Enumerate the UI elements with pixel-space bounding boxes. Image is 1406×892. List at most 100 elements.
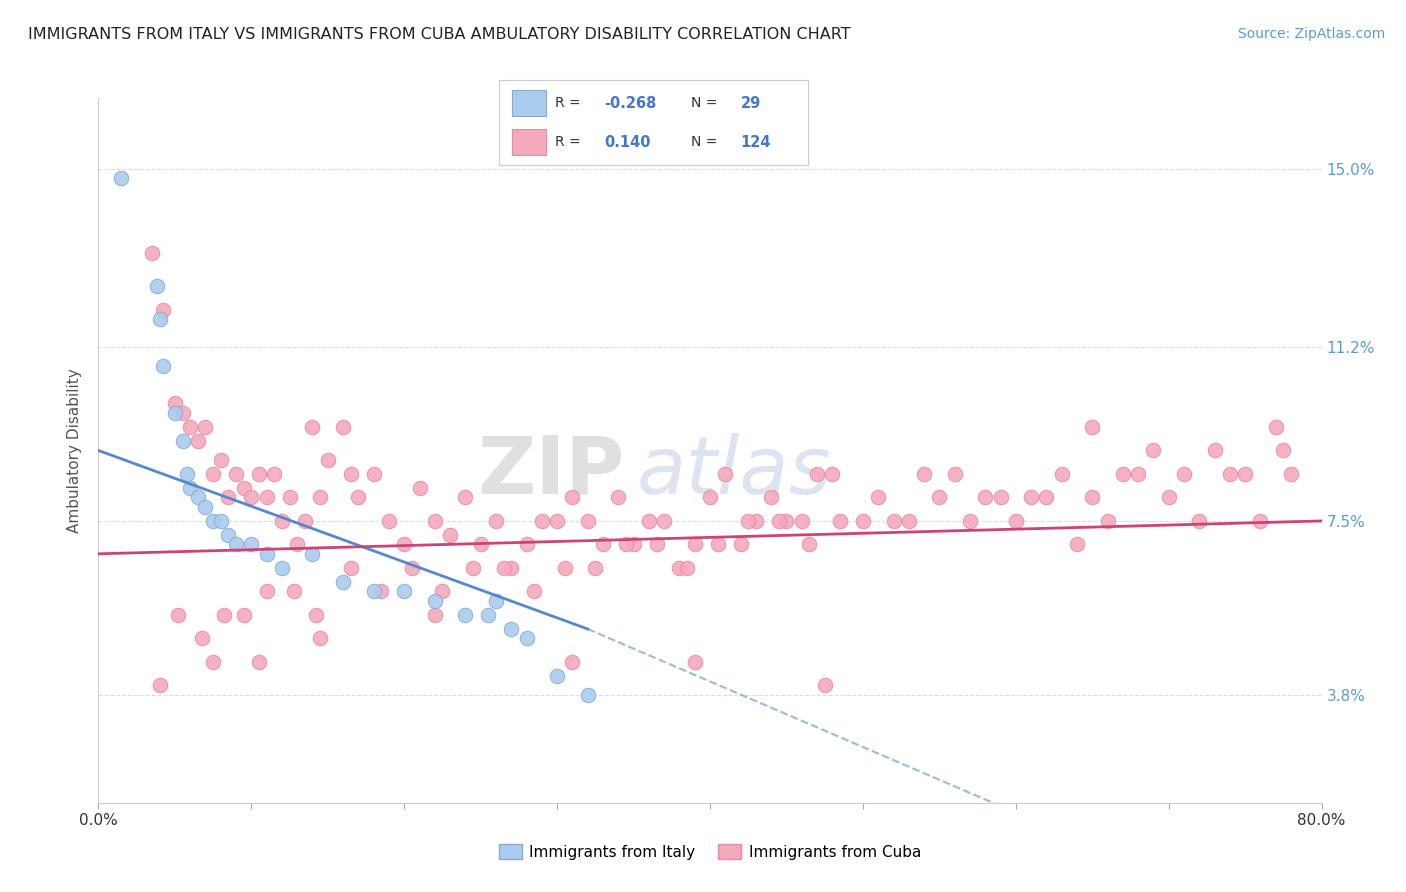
Point bbox=[554, 561, 576, 575]
Point bbox=[392, 537, 416, 551]
Text: 29: 29 bbox=[741, 95, 761, 111]
Point bbox=[1250, 514, 1272, 528]
Point bbox=[176, 467, 198, 481]
Text: atlas: atlas bbox=[637, 433, 831, 510]
Point bbox=[225, 467, 247, 481]
Point bbox=[1204, 443, 1226, 458]
Point bbox=[868, 491, 890, 505]
Point bbox=[179, 481, 201, 495]
Point bbox=[1035, 491, 1057, 505]
Point bbox=[1081, 420, 1104, 434]
Point bbox=[1272, 443, 1295, 458]
Point bbox=[247, 655, 270, 669]
Point bbox=[501, 561, 523, 575]
Point bbox=[187, 434, 209, 448]
Point bbox=[209, 453, 232, 467]
Point bbox=[1157, 491, 1180, 505]
Point bbox=[943, 467, 966, 481]
Point bbox=[363, 467, 385, 481]
Point bbox=[683, 655, 706, 669]
Point bbox=[256, 584, 278, 599]
Point bbox=[285, 537, 308, 551]
Point bbox=[928, 491, 950, 505]
Point bbox=[806, 467, 828, 481]
Point bbox=[401, 561, 423, 575]
Point bbox=[339, 561, 361, 575]
Point bbox=[217, 491, 239, 505]
Point bbox=[768, 514, 790, 528]
Point bbox=[423, 607, 446, 622]
Point bbox=[283, 584, 305, 599]
Point bbox=[423, 594, 446, 608]
Point bbox=[187, 491, 209, 505]
Point bbox=[149, 678, 172, 692]
Legend: Immigrants from Italy, Immigrants from Cuba: Immigrants from Italy, Immigrants from C… bbox=[492, 838, 928, 865]
Point bbox=[683, 537, 706, 551]
Point bbox=[1219, 467, 1241, 481]
Point bbox=[263, 467, 285, 481]
Point bbox=[652, 514, 675, 528]
Point bbox=[194, 500, 217, 514]
Point bbox=[202, 655, 225, 669]
Point bbox=[363, 584, 385, 599]
Point bbox=[501, 622, 523, 636]
Point bbox=[240, 537, 263, 551]
Point bbox=[332, 420, 354, 434]
Point bbox=[212, 607, 235, 622]
Point bbox=[737, 514, 759, 528]
Point bbox=[912, 467, 935, 481]
Point bbox=[301, 420, 323, 434]
Point bbox=[1066, 537, 1088, 551]
Point bbox=[1188, 514, 1211, 528]
Point bbox=[699, 491, 721, 505]
Point bbox=[516, 537, 538, 551]
Point bbox=[110, 171, 132, 186]
Point bbox=[974, 491, 997, 505]
Point bbox=[304, 607, 326, 622]
FancyBboxPatch shape bbox=[512, 90, 546, 116]
Point bbox=[179, 420, 201, 434]
Point bbox=[247, 467, 270, 481]
Point bbox=[1279, 467, 1302, 481]
Point bbox=[1264, 420, 1286, 434]
Point bbox=[1142, 443, 1164, 458]
Point bbox=[852, 514, 875, 528]
Point bbox=[256, 491, 278, 505]
Point bbox=[645, 537, 668, 551]
Point bbox=[163, 396, 186, 410]
Point bbox=[897, 514, 920, 528]
Point bbox=[294, 514, 316, 528]
Point bbox=[1173, 467, 1195, 481]
Point bbox=[202, 514, 225, 528]
Point bbox=[623, 537, 645, 551]
Point bbox=[530, 514, 553, 528]
Point bbox=[461, 561, 484, 575]
Point bbox=[576, 688, 599, 702]
Point bbox=[432, 584, 454, 599]
Text: R =: R = bbox=[555, 136, 581, 149]
Point bbox=[485, 514, 508, 528]
Point bbox=[370, 584, 392, 599]
Point bbox=[1081, 491, 1104, 505]
Point bbox=[523, 584, 546, 599]
Point bbox=[256, 547, 278, 561]
Point bbox=[172, 434, 194, 448]
Point bbox=[378, 514, 401, 528]
Point bbox=[730, 537, 752, 551]
Point bbox=[408, 481, 430, 495]
Point bbox=[470, 537, 492, 551]
Point bbox=[1112, 467, 1135, 481]
Point bbox=[392, 584, 416, 599]
Text: ZIP: ZIP bbox=[477, 433, 624, 510]
Point bbox=[454, 491, 477, 505]
Text: N =: N = bbox=[690, 136, 717, 149]
Point bbox=[152, 359, 174, 373]
Text: IMMIGRANTS FROM ITALY VS IMMIGRANTS FROM CUBA AMBULATORY DISABILITY CORRELATION : IMMIGRANTS FROM ITALY VS IMMIGRANTS FROM… bbox=[28, 27, 851, 42]
Point bbox=[614, 537, 637, 551]
Point bbox=[240, 491, 263, 505]
Point bbox=[775, 514, 797, 528]
Point bbox=[141, 246, 163, 260]
Point bbox=[163, 406, 186, 420]
Point bbox=[714, 467, 737, 481]
Point bbox=[309, 491, 332, 505]
